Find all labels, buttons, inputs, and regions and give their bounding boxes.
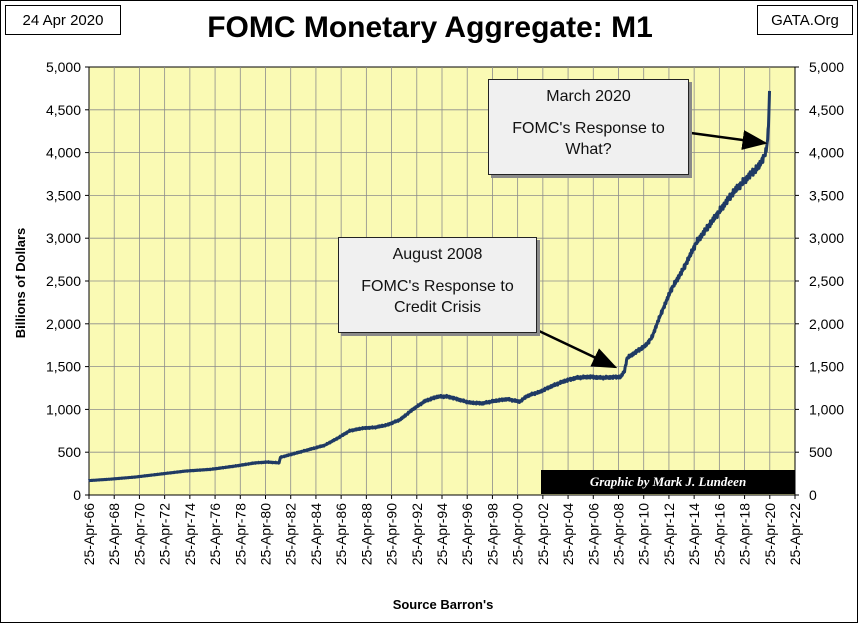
series-line-m1 [87,90,772,483]
x-tick-label: 25-Apr-12 [661,503,677,565]
y-tick-label-right: 4,500 [809,102,844,118]
callout-line: FOMC's Response to [361,278,514,295]
x-tick-label: 25-Apr-80 [258,503,274,565]
x-tick-label: 25-Apr-96 [459,503,475,565]
x-tick-label: 25-Apr-06 [585,503,601,565]
x-tick-label: 25-Apr-86 [333,503,349,565]
callout-arrows [538,130,768,369]
x-tick-label: 25-Apr-66 [81,503,97,565]
date-badge: 24 Apr 2020 [5,5,121,35]
x-tick-label: 25-Apr-20 [762,503,778,565]
site-badge: GATA.Org [757,5,853,35]
callout-march-2020: March 2020 FOMC's Response to What? [488,79,689,175]
callout-title: March 2020 [546,88,631,105]
y-tick-label-right: 5,000 [809,59,844,75]
y-tick-label-left: 3,500 [46,187,81,203]
y-tick-label-left: 2,500 [46,273,81,289]
y-axis-title: Billions of Dollars [13,228,28,339]
x-tick-label: 25-Apr-16 [711,503,727,565]
x-tick-label: 25-Apr-14 [686,503,702,565]
callout-title: August 2008 [392,246,483,263]
y-tick-label-left: 2,000 [46,316,81,332]
callout-line: FOMC's Response to [512,120,665,137]
x-tick-label: 25-Apr-04 [560,503,576,565]
y-tick-label-left: 1,500 [46,359,81,375]
arrow-2020 [690,130,768,150]
x-tick-label: 25-Apr-78 [232,503,248,565]
chart-title: FOMC Monetary Aggregate: M1 [207,11,653,44]
x-tick-label: 25-Apr-00 [510,503,526,565]
callout-august-2008: August 2008 FOMC's Response to Credit Cr… [338,237,537,333]
x-tick-label: 25-Apr-08 [611,503,627,565]
axes [85,66,799,499]
y-tick-label-right: 0 [809,487,817,503]
y-tick-label-right: 2,500 [809,273,844,289]
callout-line: Credit Crisis [393,299,482,316]
x-tick-label: 25-Apr-18 [737,503,753,565]
callout-line: What? [565,141,612,158]
x-tick-label: 25-Apr-84 [308,503,324,565]
y-tick-label-right: 1,500 [809,359,844,375]
y-tick-label-right: 3,000 [809,230,844,246]
x-tick-label: 25-Apr-82 [283,503,299,565]
x-tick-label: 25-Apr-76 [207,503,223,565]
x-tick-label: 25-Apr-92 [409,503,425,565]
x-tick-label: 25-Apr-22 [787,503,803,565]
x-tick-label: 25-Apr-90 [384,503,400,565]
y-tick-label-left: 3,000 [46,230,81,246]
y-tick-label-right: 3,500 [809,187,844,203]
y-tick-label-left: 0 [73,487,81,503]
y-tick-label-right: 4,000 [809,145,844,161]
y-tick-label-left: 5,000 [46,59,81,75]
y-tick-label-left: 4,000 [46,145,81,161]
x-tick-label: 25-Apr-88 [358,503,374,565]
y-tick-label-left: 4,500 [46,102,81,118]
x-tick-label: 25-Apr-98 [484,503,500,565]
x-tick-label: 25-Apr-72 [157,503,173,565]
x-tick-label: 25-Apr-74 [182,503,198,565]
y-tick-label-left: 500 [58,444,82,460]
x-axis-title: Source Barron's [393,597,494,612]
x-tick-label: 25-Apr-02 [535,503,551,565]
y-tick-label-right: 1,000 [809,401,844,417]
y-tick-label-right: 2,000 [809,316,844,332]
x-tick-label: 25-Apr-68 [106,503,122,565]
x-tick-label: 25-Apr-94 [434,503,450,565]
credit-banner: Graphic by Mark J. Lundeen [541,470,795,494]
arrow-2008 [538,329,618,369]
x-tick-label: 25-Apr-10 [636,503,652,565]
y-tick-label-right: 500 [809,444,833,460]
tick-labels: 0 0 500 500 1,000 1,000 1,500 1,500 2,000 2,000 2,… [46,59,844,565]
x-tick-label: 25-Apr-70 [131,503,147,565]
y-tick-label-left: 1,000 [46,401,81,417]
